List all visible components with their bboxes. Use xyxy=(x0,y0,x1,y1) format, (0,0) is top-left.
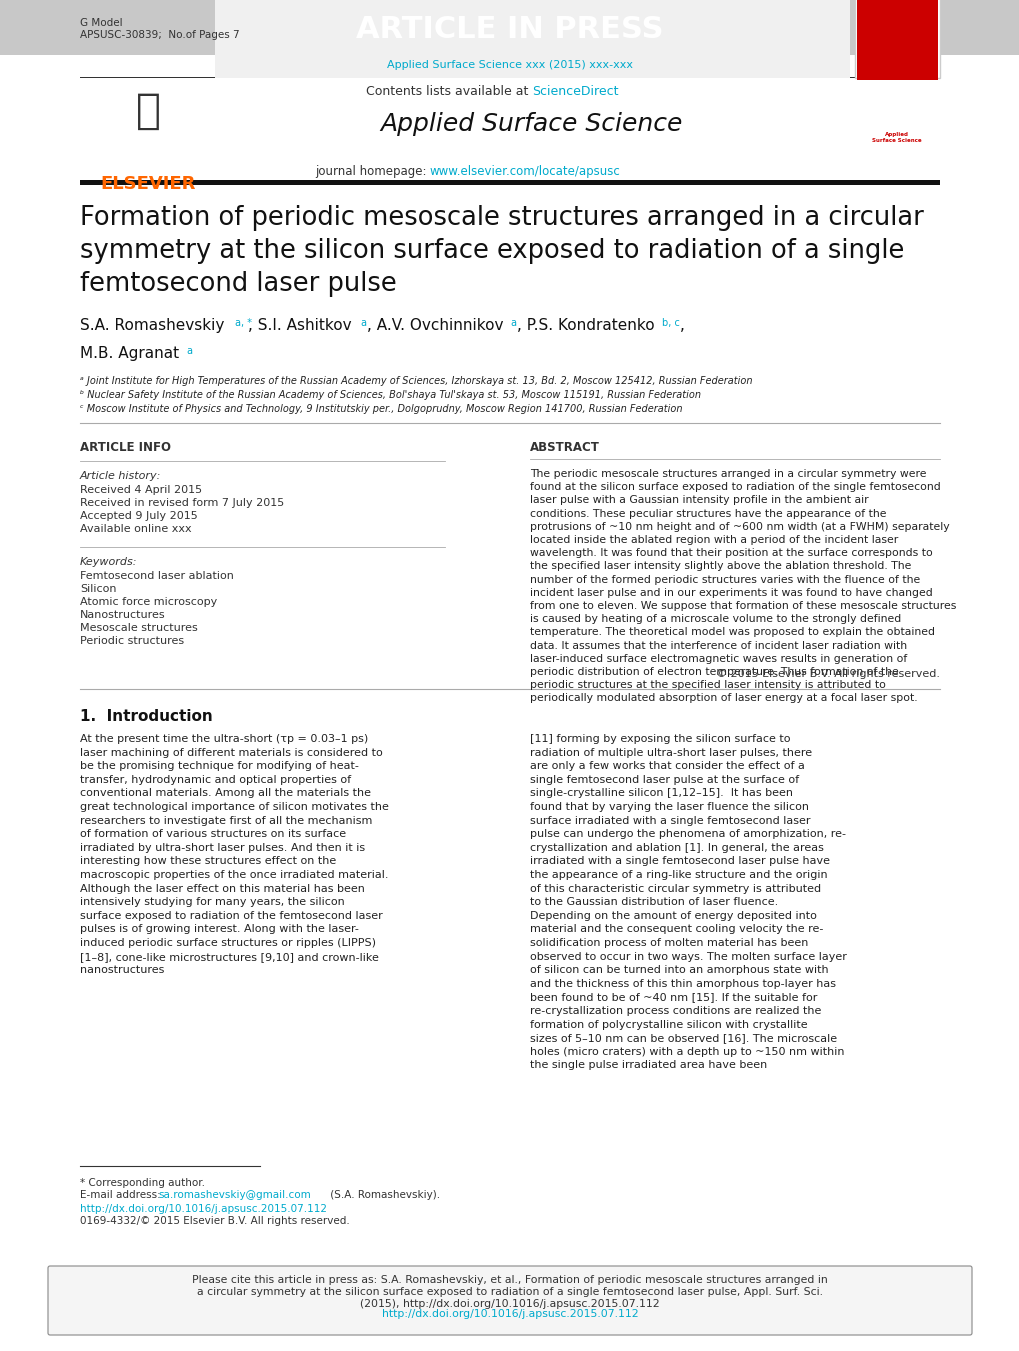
Text: 0169-4332/© 2015 Elsevier B.V. All rights reserved.: 0169-4332/© 2015 Elsevier B.V. All right… xyxy=(79,1216,350,1225)
Text: sa.romashevskiy@gmail.com: sa.romashevskiy@gmail.com xyxy=(158,1190,311,1200)
Bar xyxy=(856,0,937,80)
Text: Received 4 April 2015: Received 4 April 2015 xyxy=(79,485,202,494)
Text: http://dx.doi.org/10.1016/j.apsusc.2015.07.112: http://dx.doi.org/10.1016/j.apsusc.2015.… xyxy=(381,1309,638,1319)
Text: ARTICLE IN PRESS: ARTICLE IN PRESS xyxy=(356,15,663,45)
Text: ᵇ Nuclear Safety Institute of the Russian Academy of Sciences, Bol'shaya Tul'ska: ᵇ Nuclear Safety Institute of the Russia… xyxy=(79,390,700,400)
Bar xyxy=(0,0,1019,55)
Text: ABSTRACT: ABSTRACT xyxy=(530,440,599,454)
Text: www.elsevier.com/locate/apsusc: www.elsevier.com/locate/apsusc xyxy=(430,165,621,178)
Text: (2015), http://dx.doi.org/10.1016/j.apsusc.2015.07.112: (2015), http://dx.doi.org/10.1016/j.apsu… xyxy=(360,1300,659,1309)
FancyBboxPatch shape xyxy=(48,1266,971,1335)
Text: Formation of periodic mesoscale structures arranged in a circular
symmetry at th: Formation of periodic mesoscale structur… xyxy=(79,205,923,297)
Text: Atomic force microscopy: Atomic force microscopy xyxy=(79,597,217,607)
Text: Received in revised form 7 July 2015: Received in revised form 7 July 2015 xyxy=(79,499,284,508)
Text: * Corresponding author.: * Corresponding author. xyxy=(79,1178,205,1188)
Text: M.B. Agranat: M.B. Agranat xyxy=(79,346,179,361)
Text: Applied Surface Science: Applied Surface Science xyxy=(380,112,683,136)
Text: , A.V. Ovchinnikov: , A.V. Ovchinnikov xyxy=(367,317,503,332)
Bar xyxy=(79,77,940,78)
Bar xyxy=(854,0,940,78)
Text: b, c: b, c xyxy=(661,317,680,328)
Text: a: a xyxy=(510,317,516,328)
Text: Applied
Surface
Science: Applied Surface Science xyxy=(879,85,913,116)
Text: journal homepage:: journal homepage: xyxy=(315,165,430,178)
Text: a, *: a, * xyxy=(234,317,252,328)
Text: Applied
Surface Science: Applied Surface Science xyxy=(871,132,921,143)
Bar xyxy=(856,80,937,130)
Text: (S.A. Romashevskiy).: (S.A. Romashevskiy). xyxy=(327,1190,439,1200)
Text: ScienceDirect: ScienceDirect xyxy=(532,85,618,99)
Text: ᵃ Joint Institute for High Temperatures of the Russian Academy of Sciences, Izho: ᵃ Joint Institute for High Temperatures … xyxy=(79,376,752,386)
Text: ,: , xyxy=(680,317,684,332)
Text: Applied Surface Science xxx (2015) xxx-xxx: Applied Surface Science xxx (2015) xxx-x… xyxy=(386,59,633,70)
Text: G Model: G Model xyxy=(79,18,122,28)
Text: [11] forming by exposing the silicon surface to
radiation of multiple ultra-shor: [11] forming by exposing the silicon sur… xyxy=(530,734,846,1070)
Text: http://dx.doi.org/10.1016/j.apsusc.2015.07.112: http://dx.doi.org/10.1016/j.apsusc.2015.… xyxy=(79,1204,327,1215)
Text: ELSEVIER: ELSEVIER xyxy=(100,176,196,193)
Text: Keywords:: Keywords: xyxy=(79,557,138,567)
Text: Contents lists available at: Contents lists available at xyxy=(365,85,532,99)
Bar xyxy=(215,0,849,78)
Text: Femtosecond laser ablation: Femtosecond laser ablation xyxy=(79,571,233,581)
Text: Accepted 9 July 2015: Accepted 9 July 2015 xyxy=(79,511,198,521)
Text: Please cite this article in press as: S.A. Romashevskiy, et al., Formation of pe: Please cite this article in press as: S.… xyxy=(192,1275,827,1285)
Text: a: a xyxy=(360,317,366,328)
Text: ᶜ Moscow Institute of Physics and Technology, 9 Institutskiy per., Dolgoprudny, : ᶜ Moscow Institute of Physics and Techno… xyxy=(79,404,682,413)
Text: E-mail address:: E-mail address: xyxy=(79,1190,164,1200)
Text: The periodic mesoscale structures arranged in a circular symmetry were
found at : The periodic mesoscale structures arrang… xyxy=(530,469,956,704)
Text: , S.I. Ashitkov: , S.I. Ashitkov xyxy=(248,317,352,332)
Text: APSUSC-30839;  No.of Pages 7: APSUSC-30839; No.of Pages 7 xyxy=(79,30,239,41)
Text: Periodic structures: Periodic structures xyxy=(79,636,184,646)
Bar xyxy=(79,180,940,185)
Text: © 2015 Elsevier B.V. All rights reserved.: © 2015 Elsevier B.V. All rights reserved… xyxy=(715,669,940,680)
Text: Article history:: Article history: xyxy=(79,471,161,481)
Text: S.A. Romashevskiy: S.A. Romashevskiy xyxy=(79,317,224,332)
Text: 1.  Introduction: 1. Introduction xyxy=(79,709,213,724)
Text: Nanostructures: Nanostructures xyxy=(79,611,165,620)
Text: a: a xyxy=(185,346,192,357)
Text: Mesoscale structures: Mesoscale structures xyxy=(79,623,198,634)
Text: ARTICLE INFO: ARTICLE INFO xyxy=(79,440,171,454)
Text: 🌳: 🌳 xyxy=(136,91,160,132)
Text: a circular symmetry at the silicon surface exposed to radiation of a single femt: a circular symmetry at the silicon surfa… xyxy=(197,1288,822,1297)
Bar xyxy=(79,85,216,170)
Text: Available online xxx: Available online xxx xyxy=(79,524,192,534)
Text: Silicon: Silicon xyxy=(79,584,116,594)
Text: At the present time the ultra-short (τp = 0.03–1 ps)
laser machining of differen: At the present time the ultra-short (τp … xyxy=(79,734,388,975)
Text: , P.S. Kondratenko: , P.S. Kondratenko xyxy=(517,317,654,332)
